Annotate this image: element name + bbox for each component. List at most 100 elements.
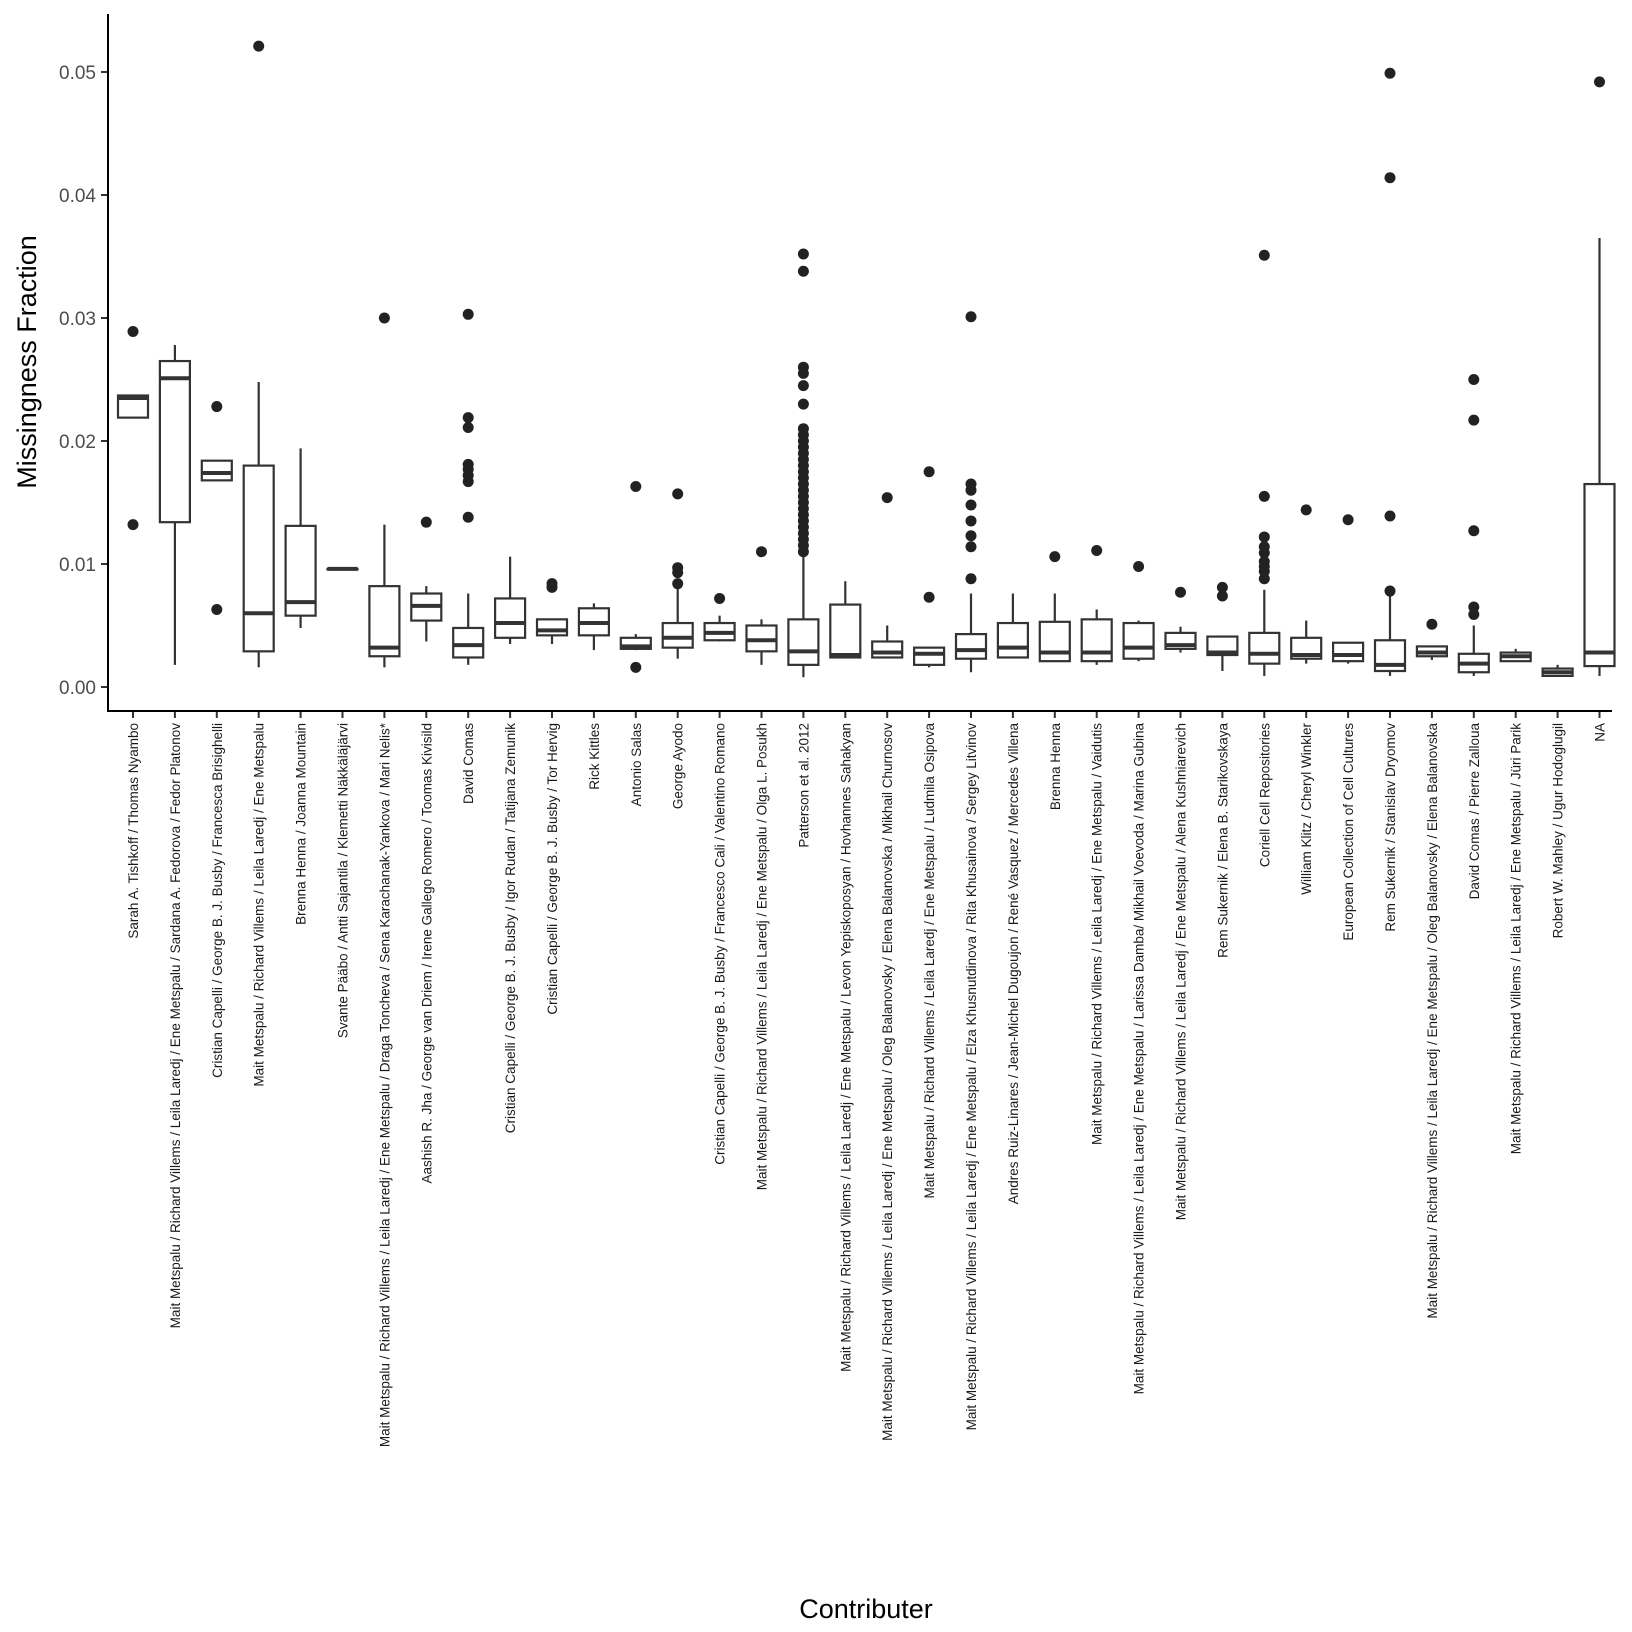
box-group [410,516,443,642]
iqr-box [996,621,1030,659]
x-tick-label: Mait Metspalu / Richard Villems / Leila … [838,723,853,1372]
box-group [535,578,569,644]
box-group [954,311,988,673]
x-tick-label: David Comas / Pierre Zalloua [1467,723,1482,900]
box-group [1038,551,1071,663]
x-tick-label: Cristian Capelli / George B. J. Busby / … [713,723,728,1165]
x-tick-label: Mait Metspalu / Richard Villems / Leila … [168,723,183,1329]
outlier-point [1216,581,1228,593]
outlier-point [211,604,223,616]
outlier-point [756,546,767,558]
outlier-point [797,265,809,277]
box-group [368,312,401,668]
box-group [1583,76,1616,676]
box-group [242,40,275,668]
iqr-box [535,618,569,637]
x-tick-label: Mait Metspalu / Richard Villems / Leila … [1132,723,1147,1395]
outlier-point [211,401,223,413]
outlier-point [881,492,893,504]
x-tick-label: Svante Pääbo / Antti Sajantila / Klemett… [336,723,351,1038]
iqr-box [1080,618,1113,663]
iqr-box [619,636,652,650]
x-tick-label: Rem Sukernik / Elena B. Starikovskaya [1215,723,1230,958]
outlier-point [797,546,809,558]
box-group [494,556,527,644]
outlier-point [965,541,977,553]
box-group [871,492,904,659]
outlier-point [1258,573,1270,585]
outlier-point [1342,514,1354,526]
outlier-point [797,248,809,260]
iqr-box [1248,631,1281,665]
y-axis-ticks: 0.00 0.01 0.02 0.03 0.04 0.05 [59,63,108,699]
x-axis-title: Contributer [799,1594,933,1624]
outlier-point [462,412,474,424]
outlier-point [1594,76,1605,88]
box-group [1373,67,1407,676]
box-group [1080,544,1113,665]
iqr-box [1331,641,1365,663]
box-group [996,593,1030,659]
outlier-point [1216,590,1228,602]
outlier-point [714,592,726,604]
outlier-point [1258,249,1270,261]
outlier-point [1426,618,1438,630]
x-tick-label: Mait Metspalu / Richard Villems / Leila … [1090,723,1105,1145]
box-group [577,603,611,651]
iqr-box [1122,621,1155,660]
x-tick-label: European Collection of Cell Cultures [1341,723,1356,941]
outlier-point [965,530,977,542]
box-group [326,566,359,571]
iqr-box [829,603,862,659]
outlier-point [1468,608,1480,620]
outlier-point [462,476,474,488]
outlier-point [797,367,809,379]
x-tick-label: NA [1593,723,1608,742]
iqr-box [1583,482,1616,668]
x-tick-label: Mait Metspalu / Richard Villems / Leila … [755,723,770,1190]
iqr-box [116,394,150,419]
box-group [661,488,694,659]
outlier-point [1384,172,1396,184]
x-tick-label: Coriell Cell Repositories [1257,723,1272,867]
x-tick-label: Antonio Salas [629,723,644,807]
outlier-point [462,308,474,320]
x-axis-ticks: Sarah A. Tishkoff / Thomas Nyambo Mait Me… [126,711,1608,1447]
x-tick-label: Sarah A. Tishkoff / Thomas Nyambo [126,723,141,939]
box-group [619,481,652,673]
iqr-box [871,640,904,659]
outlier-point [1175,586,1186,598]
outlier-point [420,516,432,528]
x-tick-label: Cristian Capelli / George B. J. Busby / … [503,723,518,1133]
iqr-box [242,464,275,653]
box-group [787,248,820,678]
iqr-box [912,646,946,666]
x-tick-label: Mait Metspalu / Richard Villems / Leila … [252,723,267,1087]
box-group [1499,648,1532,663]
x-tick-label: Mait Metspalu / Richard Villems / Leila … [880,723,895,1441]
x-tick-label: Mait Metspalu / Richard Villems / Leila … [377,722,392,1447]
box-group [1331,514,1365,664]
outlier-point [1258,531,1270,543]
outlier-point [630,481,642,493]
x-tick-label: Robert W. Mahley / Ugur Hodoglugil [1551,723,1566,938]
outlier-point [797,398,809,410]
box-group [158,345,191,665]
y-tick-label: 0.00 [59,678,96,699]
outlier-point [797,380,809,392]
iqr-box [1038,620,1071,663]
iqr-box [452,626,485,659]
outlier-point [127,326,139,338]
outlier-point [462,511,474,523]
iqr-box [368,585,401,658]
outlier-point [1468,525,1480,537]
outlier-point [1258,490,1270,502]
y-tick-label: 0.01 [59,555,96,576]
box-group [1122,560,1155,662]
outlier-point [672,567,684,579]
outlier-point [672,488,684,500]
x-tick-label: Cristian Capelli / George B. J. Busby / … [545,723,560,1015]
y-tick-label: 0.04 [59,186,96,207]
box-group [1541,664,1574,678]
